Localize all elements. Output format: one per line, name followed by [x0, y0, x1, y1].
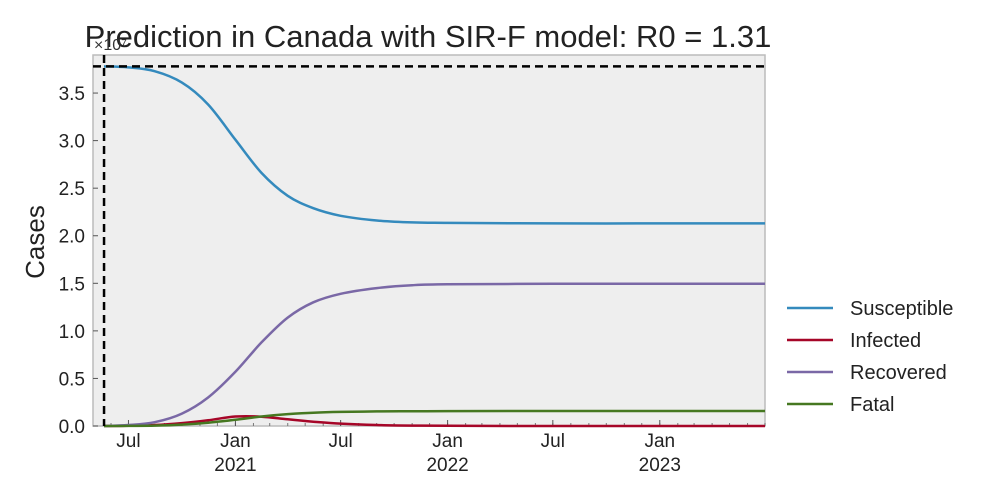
y-tick-label: 0.5: [59, 369, 85, 390]
x-tick-label: Jan: [220, 431, 251, 452]
y-tick-label: 3.0: [59, 132, 85, 153]
x-tick-label: Jul: [116, 431, 140, 452]
x-tick-label: Jan: [432, 431, 463, 452]
y-axis-offset-label: ×10⁷: [94, 37, 127, 54]
x-tick-label: Jan: [644, 431, 675, 452]
series-line-susceptible: [103, 65, 765, 225]
legend-label-susceptible: Susceptible: [850, 298, 953, 320]
legend: Susceptible Infected Recovered Fatal: [787, 298, 953, 416]
x-tick-label: Jul: [541, 431, 565, 452]
y-axis-label: Cases: [20, 205, 50, 279]
reference-lines: [93, 55, 765, 426]
y-tick-label: 3.5: [59, 84, 85, 105]
y-tick-label: 1.5: [59, 274, 85, 295]
y-tick-label: 1.0: [59, 322, 85, 343]
y-tick-label: 2.0: [59, 227, 85, 248]
legend-label-recovered: Recovered: [850, 362, 947, 384]
y-tick-label: 0.0: [59, 417, 85, 438]
legend-label-fatal: Fatal: [850, 394, 894, 416]
series-line-recovered: [103, 282, 765, 428]
x-tick-year-label: 2023: [639, 455, 681, 476]
x-tick-year-label: 2022: [426, 455, 468, 476]
x-tick-label: Jul: [328, 431, 352, 452]
plot-area: [92, 54, 766, 427]
chart-title: Prediction in Canada with SIR-F model: R…: [85, 19, 772, 54]
series-line-fatal: [103, 409, 765, 428]
series-lines: [103, 65, 765, 428]
y-tick-label: 2.5: [59, 179, 85, 200]
legend-label-infected: Infected: [850, 330, 921, 352]
axis-ticks: 0.0 0.5 1.0 1.5 2.0 2.5 3.0 3.5 Jul Jan 2021 Jul Jan…: [59, 84, 766, 476]
x-tick-year-label: 2021: [214, 455, 256, 476]
